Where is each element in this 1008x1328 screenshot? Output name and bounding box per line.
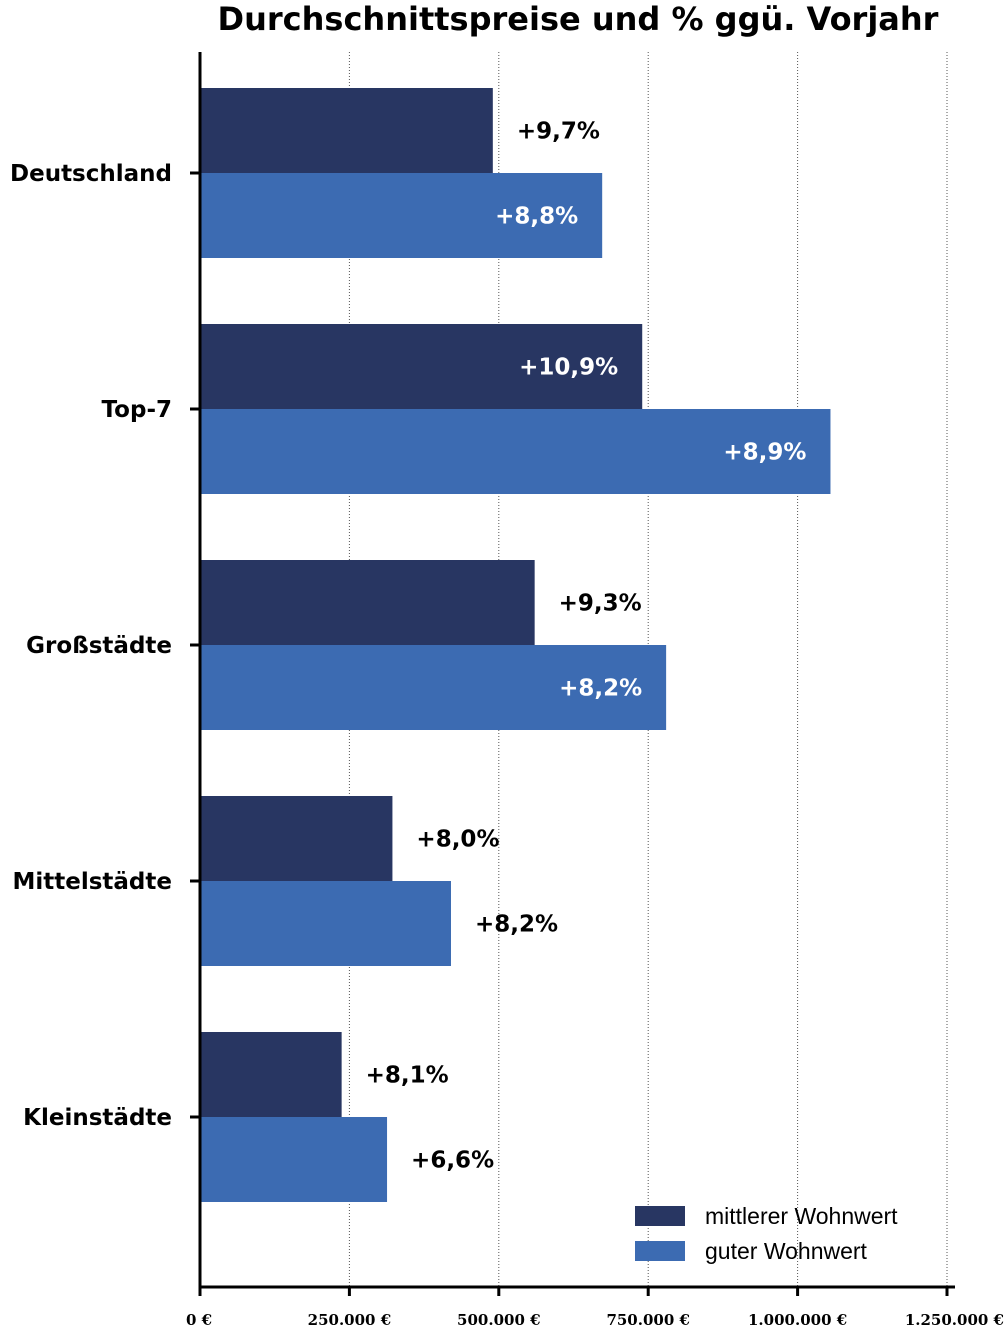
bar-guter-3 — [200, 881, 451, 966]
bar-mittlerer-1 — [200, 324, 643, 409]
x-tick-label: 0 € — [186, 1311, 212, 1328]
data-label: +9,7% — [517, 119, 600, 145]
x-tick-label: 1.250.000 € — [905, 1311, 1004, 1328]
legend: mittlerer Wohnwert guter Wohnwert — [635, 1203, 898, 1264]
bar-guter-0 — [200, 173, 603, 258]
legend-swatch-mittlerer — [635, 1206, 685, 1226]
category-label: Mittelstädte — [12, 869, 172, 895]
bar-mittlerer-2 — [200, 560, 535, 645]
data-label: +8,2% — [475, 912, 558, 938]
bars — [200, 88, 831, 1202]
bar-guter-1 — [200, 409, 831, 494]
data-label: +9,3% — [559, 591, 642, 617]
grid-lines — [348, 52, 948, 1287]
data-label: +8,1% — [366, 1063, 449, 1089]
data-label: +10,9% — [519, 355, 618, 381]
bar-guter-4 — [200, 1117, 388, 1202]
data-label: +8,8% — [495, 204, 578, 230]
bar-mittlerer-3 — [200, 796, 393, 881]
data-label: +8,9% — [723, 440, 806, 466]
legend-label-guter: guter Wohnwert — [705, 1238, 868, 1264]
category-label: Großstädte — [26, 633, 172, 659]
legend-label-mittlerer: mittlerer Wohnwert — [705, 1203, 898, 1229]
data-label: +8,2% — [559, 676, 642, 702]
x-tick-label: 500.000 € — [457, 1311, 541, 1328]
x-tick-label: 250.000 € — [308, 1311, 392, 1328]
data-label: +8,0% — [416, 827, 499, 853]
x-tick-label: 750.000 € — [606, 1311, 690, 1328]
category-label: Top-7 — [102, 397, 172, 423]
data-label: +6,6% — [411, 1148, 494, 1174]
x-tick-label: 1.000.000 € — [748, 1311, 847, 1328]
bar-mittlerer-4 — [200, 1032, 342, 1117]
data-labels: +9,7% +8,8% +10,9% +8,9% +9,3% +8,2% +8,0% +8,2… — [366, 119, 807, 1174]
legend-swatch-guter — [635, 1241, 685, 1261]
category-label: Kleinstädte — [23, 1105, 172, 1131]
bar-guter-2 — [200, 645, 667, 730]
chart-title: Durchschnittspreise und % ggü. Vorjahr — [218, 0, 939, 38]
category-label: Deutschland — [10, 161, 172, 187]
axes: Deutschland Top-7 Großstädte Mittelstädte Kl… — [10, 52, 1004, 1328]
bar-mittlerer-0 — [200, 88, 493, 173]
